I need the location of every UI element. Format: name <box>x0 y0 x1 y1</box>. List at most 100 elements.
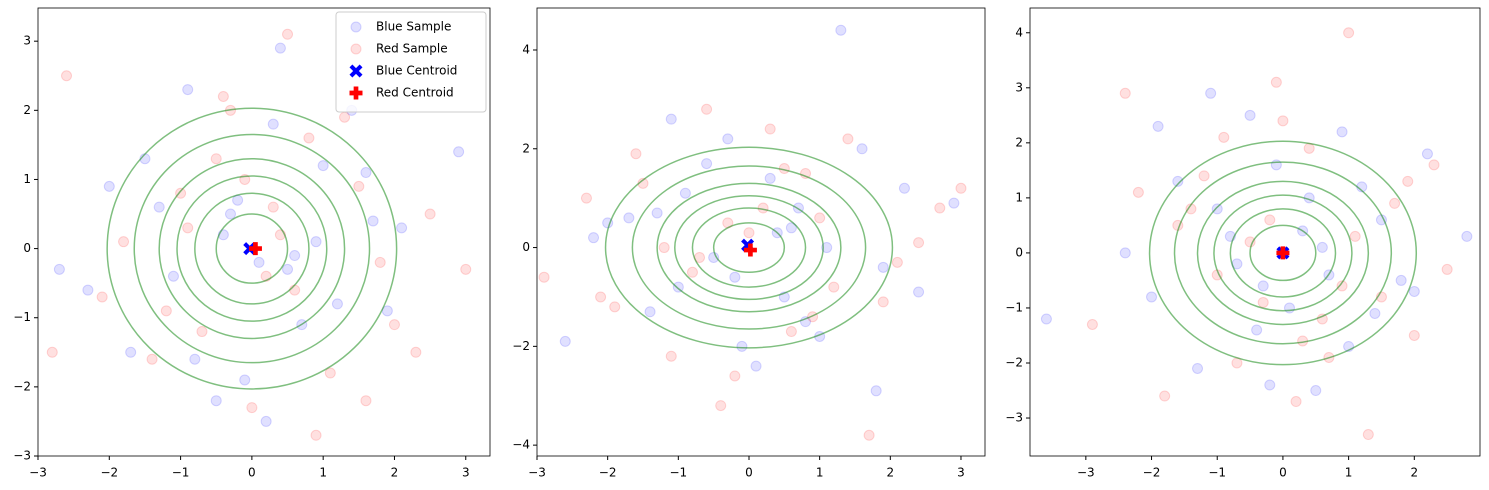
sample-point <box>1205 87 1217 99</box>
legend-label: Blue Centroid <box>376 64 457 78</box>
contour <box>674 194 824 301</box>
sample-point <box>61 70 73 82</box>
sample-point <box>743 227 755 239</box>
sample-point <box>842 133 854 145</box>
sample-point <box>339 111 351 123</box>
sample-point <box>317 160 329 172</box>
legend-marker <box>349 86 363 100</box>
sample-point <box>453 146 465 158</box>
sample-point <box>253 256 265 268</box>
sample-point <box>715 400 727 412</box>
sample-point <box>260 415 272 427</box>
y-tick-label: 3 <box>23 34 31 48</box>
sample-point <box>1264 379 1276 391</box>
sample-point <box>1369 307 1381 319</box>
y-tick-label: 0 <box>23 241 31 255</box>
sample-point <box>410 346 422 358</box>
sample-point <box>310 429 322 441</box>
contour <box>1173 161 1393 345</box>
legend-marker <box>349 64 363 78</box>
sample-point <box>388 319 400 331</box>
y-tick-label: 4 <box>522 42 530 56</box>
sample-point <box>913 237 925 249</box>
sample-point <box>167 270 179 282</box>
x-tick-label: 1 <box>816 466 824 480</box>
sample-point <box>1349 230 1361 242</box>
sample-point <box>1336 126 1348 138</box>
sample-point <box>701 158 713 170</box>
contour <box>1213 194 1353 312</box>
sample-point <box>1119 87 1131 99</box>
sample-point <box>1132 186 1144 198</box>
x-tick-label: 3 <box>957 466 965 480</box>
sample-point <box>948 197 960 209</box>
sample-point <box>360 167 372 179</box>
x-tick-label: −1 <box>669 466 687 480</box>
sample-point <box>870 385 882 397</box>
y-tick-label: 3 <box>1015 80 1023 94</box>
sample-point <box>658 242 670 254</box>
x-tick-label: 0 <box>248 466 256 480</box>
y-tick-label: −2 <box>1005 355 1023 369</box>
sample-point <box>1251 324 1263 336</box>
x-tick-label: −3 <box>29 466 47 480</box>
sample-point <box>856 143 868 155</box>
x-tick-label: 1 <box>319 466 327 480</box>
x-tick-label: −2 <box>100 466 118 480</box>
sample-point <box>863 429 875 441</box>
sample-point <box>182 84 194 96</box>
sample-point <box>232 194 244 206</box>
centroid-marker <box>1276 246 1290 260</box>
sample-point <box>1119 247 1131 259</box>
sample-point <box>1270 159 1282 171</box>
sample-point <box>196 326 208 338</box>
sample-point <box>310 236 322 248</box>
sample-point <box>1421 148 1433 160</box>
sample-point <box>559 335 571 347</box>
sample-point <box>1257 280 1269 292</box>
y-tick-label: 2 <box>23 103 31 117</box>
y-tick-label: −4 <box>512 438 530 452</box>
y-tick-label: −2 <box>13 379 31 393</box>
sample-point <box>1428 159 1440 171</box>
sample-point <box>1303 142 1315 154</box>
legend-label: Blue Sample <box>376 20 451 34</box>
sample-point <box>1270 76 1282 88</box>
contour <box>1148 140 1418 366</box>
x-tick-label: 2 <box>1410 466 1418 480</box>
sample-point <box>665 113 677 125</box>
contour <box>712 222 786 274</box>
contour <box>106 107 398 390</box>
sample-point <box>1362 429 1374 441</box>
sample-point <box>1040 313 1052 325</box>
sample-point <box>1264 214 1276 226</box>
sample-point <box>785 326 797 338</box>
sample-point <box>1244 109 1256 121</box>
sample-point <box>331 298 343 310</box>
x-tick-label: −1 <box>1208 466 1226 480</box>
legend-label: Red Centroid <box>376 86 454 100</box>
x-tick-label: 0 <box>745 466 753 480</box>
plot-area <box>538 24 967 441</box>
contour <box>631 165 867 330</box>
x-tick-label: 3 <box>462 466 470 480</box>
sample-point <box>1336 280 1348 292</box>
x-tick-label: −3 <box>528 466 546 480</box>
sample-point <box>424 208 436 220</box>
contour <box>1229 208 1337 298</box>
y-tick-label: −1 <box>1005 300 1023 314</box>
sample-point <box>1192 362 1204 374</box>
sample-point <box>665 350 677 362</box>
sample-point <box>672 281 684 293</box>
sample-point <box>821 242 833 254</box>
sample-point <box>1146 291 1158 303</box>
sample-point <box>1257 296 1269 308</box>
y-tick-label: 2 <box>1015 135 1023 149</box>
contour <box>194 192 310 305</box>
sample-point <box>53 263 65 275</box>
sample-point <box>701 103 713 115</box>
sample-point <box>1159 390 1171 402</box>
sample-point <box>898 182 910 194</box>
sample-point <box>1343 27 1355 39</box>
sample-point <box>289 284 301 296</box>
